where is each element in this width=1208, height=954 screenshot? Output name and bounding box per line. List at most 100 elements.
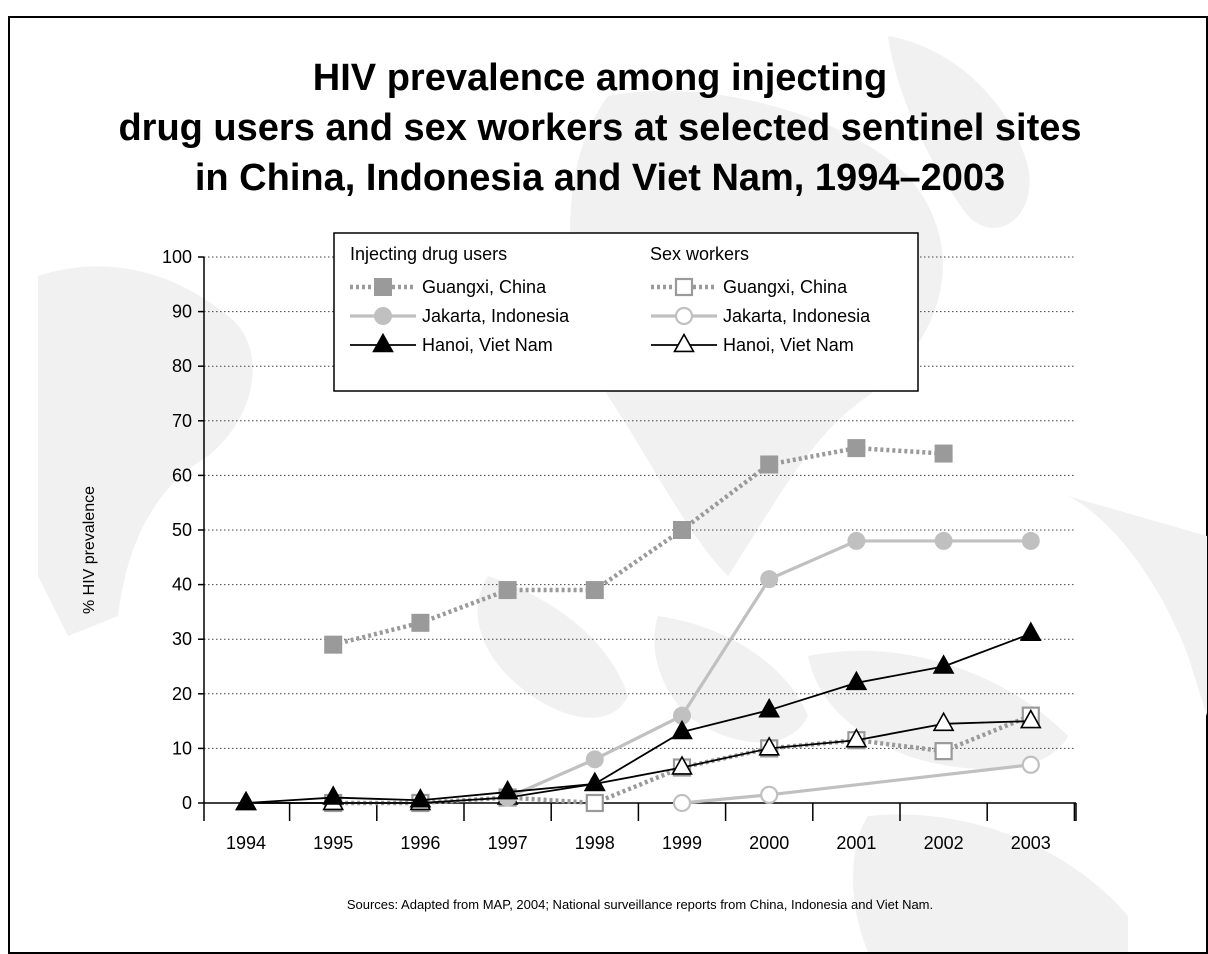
series-line-segment (856, 445, 944, 456)
chart-title: HIV prevalence among injecting drug user… (118, 57, 1081, 199)
series-line-segment (768, 682, 857, 712)
series-line-segment (681, 793, 770, 805)
legend-item-idu-2: Hanoi, Viet Nam (350, 332, 553, 355)
y-tick-label: 60 (172, 465, 192, 485)
data-point (845, 670, 868, 691)
series-line-segment (507, 795, 595, 806)
chart-title-line-1: HIV prevalence among injecting (313, 57, 887, 99)
figure-frame: HIV prevalence among injecting drug user… (8, 16, 1208, 954)
data-point (934, 742, 953, 761)
legend-header-idu: Injecting drug users (350, 244, 507, 264)
legend-item-sw-2: Hanoi, Viet Nam (651, 332, 854, 355)
y-tick-label: 100 (162, 247, 192, 267)
series-line-segment (768, 539, 858, 581)
data-point (673, 332, 695, 353)
y-tick-label: 0 (182, 793, 192, 813)
legend-label: Hanoi, Viet Nam (723, 335, 854, 355)
legend-item-sw-0: Guangxi, China (651, 277, 848, 297)
data-point (671, 755, 693, 775)
data-point (671, 719, 693, 740)
data-point (235, 790, 257, 811)
data-point (758, 698, 781, 718)
data-point (585, 750, 604, 769)
x-tick-label: 2003 (1011, 833, 1051, 853)
y-tick-label: 80 (172, 356, 192, 376)
series-line-segment (680, 462, 771, 532)
chart-title-line-2: drug users and sex workers at selected s… (118, 107, 1081, 149)
data-point (322, 785, 345, 805)
data-point (409, 788, 432, 808)
y-tick-label: 30 (172, 629, 192, 649)
data-point (758, 736, 781, 756)
axes: 0 10 20 30 40 50 60 70 80 90 100 1994 1995 1996 1997 19… (162, 247, 1077, 853)
data-point (583, 771, 606, 792)
data-point (932, 654, 955, 674)
x-tick-label: 2000 (749, 833, 789, 853)
series-line-segment (333, 796, 421, 802)
data-series (235, 439, 1042, 813)
y-tick-label: 50 (172, 520, 192, 540)
legend-label: Jakarta, Indonesia (723, 306, 871, 326)
x-tick-label: 1999 (662, 833, 702, 853)
series-line-segment (332, 620, 421, 647)
x-tick-label: 1994 (226, 833, 266, 853)
legend: Injecting drug users Sex workers Guangxi… (333, 232, 919, 392)
series-line-segment (943, 720, 1031, 725)
series-line-segment (594, 731, 683, 785)
y-tick-label: 40 (172, 575, 192, 595)
data-point (674, 277, 694, 297)
x-tick-label: 1997 (488, 833, 528, 853)
series-line-segment (943, 632, 1032, 668)
y-axis-label: % HIV prevalence (81, 486, 98, 614)
y-tick-label: 70 (172, 411, 192, 431)
series-line-segment (856, 665, 944, 684)
data-point (324, 635, 343, 654)
series-line-segment (420, 796, 508, 804)
series-line-segment (856, 722, 944, 742)
data-point (1019, 621, 1042, 642)
data-point (672, 793, 692, 813)
series-line-segment (681, 709, 770, 733)
x-tick-label: 1995 (313, 833, 353, 853)
data-point (374, 278, 392, 296)
legend-label: Guangxi, China (723, 277, 848, 297)
data-point (847, 439, 866, 458)
x-tick-label: 2001 (836, 833, 876, 853)
legend-label: Jakarta, Indonesia (422, 306, 570, 326)
legend-item-idu-1: Jakarta, Indonesia (350, 306, 570, 326)
series-line-segment (420, 791, 508, 802)
legend-box (333, 232, 919, 392)
series-line-segment (594, 766, 683, 785)
legend-label: Guangxi, China (422, 277, 547, 297)
chart: HIV prevalence among injecting drug user… (8, 16, 1208, 954)
legend-header-sw: Sex workers (650, 244, 749, 264)
legend-items: Guangxi, China Jakarta, Indonesia Hanoi, V… (350, 277, 871, 355)
legend-label: Hanoi, Viet Nam (422, 335, 553, 355)
data-point (1021, 755, 1040, 774)
data-point (411, 613, 430, 632)
legend-item-sw-1: Jakarta, Indonesia (651, 306, 871, 326)
series-line-segment (680, 578, 771, 717)
data-point (498, 581, 517, 600)
data-point (847, 531, 866, 550)
x-tick-label: 1996 (400, 833, 440, 853)
series-line-segment (768, 445, 857, 467)
data-point (932, 711, 955, 732)
series-line-segment (593, 765, 683, 806)
data-point (673, 706, 691, 725)
data-point (1019, 708, 1042, 729)
data-point (673, 521, 691, 539)
data-point (1021, 531, 1040, 550)
series-line-segment (681, 747, 770, 769)
series-line-segment (507, 782, 595, 793)
legend-item-idu-0: Guangxi, China (350, 277, 547, 297)
data-point (674, 306, 694, 326)
series-line-segment (245, 796, 334, 804)
data-point (496, 779, 519, 800)
x-tick-label: 1998 (575, 833, 615, 853)
y-tick-label: 10 (172, 738, 192, 758)
data-point (585, 581, 604, 600)
series-idu-0 (324, 439, 953, 654)
source-note: Sources: Adapted from MAP, 2004; Nationa… (347, 897, 933, 912)
series-line-segment (856, 737, 944, 754)
